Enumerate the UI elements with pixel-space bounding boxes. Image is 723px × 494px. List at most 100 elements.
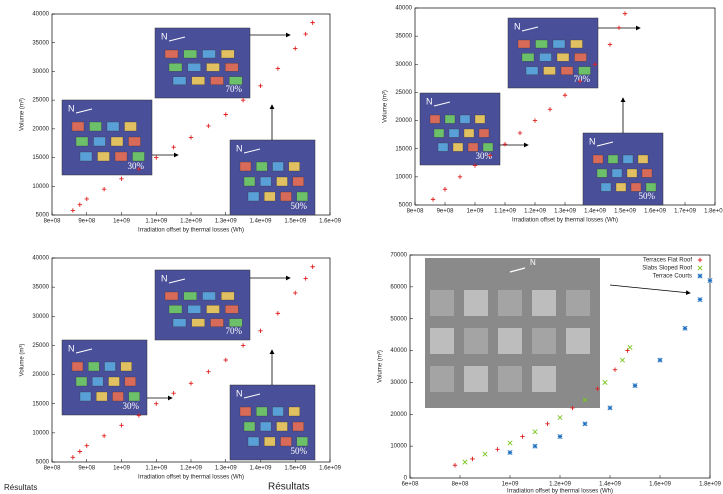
point <box>607 405 613 411</box>
point <box>462 459 468 465</box>
point <box>223 357 228 363</box>
y-tick-label: 60000 <box>390 284 407 290</box>
y-tick-label: 10000 <box>32 184 49 190</box>
y-tick-label: 40000 <box>390 348 407 354</box>
y-tick-label: 25000 <box>395 90 412 96</box>
building <box>264 436 276 447</box>
building <box>433 128 445 138</box>
building <box>108 376 120 387</box>
x-tick-label: 1.1e+09 <box>494 209 517 215</box>
y-tick-label: 30000 <box>32 69 49 75</box>
point <box>657 357 663 363</box>
building <box>272 161 284 172</box>
caption: Résultats <box>4 483 37 492</box>
point <box>595 386 600 391</box>
x-tick-label: 1.4e+09 <box>250 466 273 472</box>
x-tick-label: 1.2e+09 <box>180 219 203 225</box>
building <box>206 305 220 314</box>
building <box>574 53 587 62</box>
city-block <box>430 328 454 354</box>
y-tick-label: 20000 <box>390 412 407 418</box>
building <box>221 291 235 301</box>
point <box>487 153 493 158</box>
building <box>89 121 102 132</box>
point <box>240 97 246 103</box>
x-tick-label: 8e+08 <box>407 209 425 215</box>
point <box>472 163 478 168</box>
x-axis-label: Irradiation offset by thermal losses (Wh… <box>138 475 244 481</box>
building <box>448 128 460 138</box>
x-tick-label: 1.5e+09 <box>284 219 307 225</box>
building <box>79 391 92 402</box>
building <box>247 436 260 447</box>
building <box>437 142 449 152</box>
inset-label: 30% <box>476 151 493 161</box>
point <box>612 367 618 372</box>
point <box>84 443 89 448</box>
x-tick-label: 8e+08 <box>452 482 470 488</box>
building <box>276 176 288 187</box>
point <box>592 62 598 67</box>
building <box>124 376 136 387</box>
building <box>187 305 201 314</box>
legend-label: Slabs Sloped Roof <box>642 266 692 272</box>
building <box>93 136 106 147</box>
y-tick-label: 20000 <box>395 118 412 124</box>
x-tick-label: 1.4e+09 <box>584 209 607 215</box>
north-label: N <box>161 273 168 283</box>
legend-marker <box>697 265 703 271</box>
point <box>84 196 89 202</box>
point <box>77 202 82 207</box>
inset-label: 50% <box>291 446 308 456</box>
point <box>520 434 525 439</box>
building <box>172 318 187 327</box>
point <box>310 20 315 25</box>
point <box>545 421 550 427</box>
city-block <box>566 328 590 354</box>
building <box>288 161 300 172</box>
north-arrow <box>521 26 539 32</box>
point <box>119 423 124 428</box>
building <box>570 39 583 49</box>
point <box>495 447 500 452</box>
north-label: N <box>161 31 168 41</box>
building <box>463 128 475 138</box>
y-tick-label: 25000 <box>32 98 49 104</box>
point <box>310 264 315 269</box>
building <box>210 318 224 327</box>
city-block <box>498 290 522 316</box>
y-tick-label: 5000 <box>399 203 413 209</box>
city-block <box>464 328 488 354</box>
building <box>96 391 108 402</box>
x-tick-label: 9e+08 <box>437 209 455 215</box>
point <box>70 455 76 460</box>
pointer-arrow <box>609 284 691 295</box>
city-block <box>532 328 556 354</box>
point <box>101 186 107 192</box>
x-tick-label: 8e+08 <box>44 466 62 472</box>
point <box>275 311 281 316</box>
north-label: N <box>68 103 75 113</box>
x-axis-label: Irradiation offset by thermal losses (Wh… <box>138 228 244 234</box>
building <box>202 49 216 59</box>
point <box>303 276 308 281</box>
building <box>128 136 141 147</box>
y-tick-label: 35000 <box>32 285 49 291</box>
building <box>478 128 490 138</box>
y-tick-label: 10000 <box>390 444 407 450</box>
point <box>188 135 194 140</box>
point <box>619 357 626 363</box>
building <box>120 361 132 372</box>
point <box>582 397 588 403</box>
y-tick-label: 5000 <box>36 460 50 466</box>
building <box>168 63 183 72</box>
y-tick-label: 10000 <box>395 174 412 180</box>
point <box>625 348 630 353</box>
point <box>570 405 575 411</box>
building <box>210 76 224 85</box>
north-label: N <box>589 136 596 146</box>
point <box>136 166 142 172</box>
y-tick-label: 15000 <box>32 155 49 161</box>
building <box>128 391 140 402</box>
point <box>457 174 463 180</box>
